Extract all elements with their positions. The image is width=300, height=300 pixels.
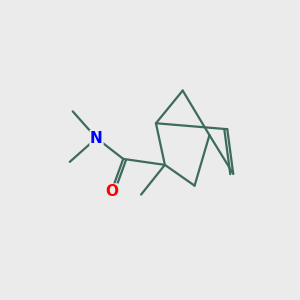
Text: O: O bbox=[105, 184, 118, 199]
Text: N: N bbox=[90, 130, 103, 146]
